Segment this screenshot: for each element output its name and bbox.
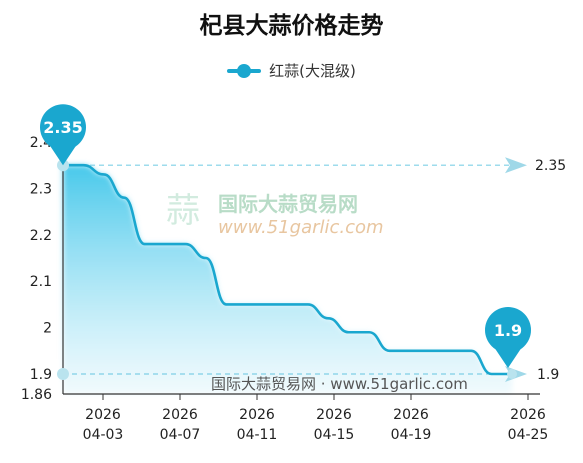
x-tick-year: 2026	[239, 407, 275, 423]
area-fill	[63, 165, 512, 394]
svg-text:蒜: 蒜	[166, 191, 200, 231]
max-value-pin[interactable]: 2.35	[40, 104, 86, 166]
pin-label: 2.35	[43, 118, 82, 137]
max-arrow-icon	[505, 157, 527, 174]
x-tick-date: 04-07	[160, 427, 201, 443]
legend-label: 红蒜(大混级)	[269, 62, 356, 80]
chart-title: 杞县大蒜价格走势	[199, 13, 384, 39]
pin-tail-icon	[494, 347, 522, 368]
x-tick-year: 2026	[510, 407, 546, 423]
x-tick-year: 2026	[393, 407, 429, 423]
x-tick-date: 04-19	[391, 427, 432, 443]
x-tick-year: 2026	[85, 407, 121, 423]
y-tick-label: 2.2	[30, 228, 52, 244]
y-tick-label: 2	[43, 321, 52, 337]
pin-label: 1.9	[494, 321, 522, 340]
x-tick-date: 04-15	[314, 427, 355, 443]
y-tick-label: 1.86	[21, 387, 52, 403]
pin-bubble-icon	[485, 307, 531, 353]
x-tick-year: 2026	[162, 407, 198, 423]
min-value-pin[interactable]: 1.9	[485, 307, 531, 368]
legend[interactable]: 红蒜(大混级)	[0, 60, 583, 81]
min-reference-label: 1.9	[537, 367, 559, 383]
x-tick-date: 04-11	[237, 427, 278, 443]
pin-tail-icon	[49, 144, 77, 166]
max-reference-label: 2.35	[535, 158, 566, 174]
series-line	[62, 163, 513, 376]
y-tick-label: 2.3	[30, 181, 52, 197]
watermark-footer: 国际大蒜贸易网 · www.51garlic.com	[211, 375, 468, 393]
x-tick-date: 04-03	[83, 427, 124, 443]
watermark-logo: 蒜	[166, 191, 200, 231]
x-tick-date: 04-25	[508, 427, 549, 443]
min-axis-point	[57, 368, 69, 380]
watermark-url: www.51garlic.com	[218, 217, 384, 238]
watermark-brand: 国际大蒜贸易网	[218, 192, 358, 216]
pin-bubble-icon	[40, 104, 86, 151]
y-tick-label: 2.1	[30, 274, 52, 290]
y-tick-label: 1.9	[30, 367, 52, 383]
x-tick-year: 2026	[316, 407, 352, 423]
min-point[interactable]	[507, 369, 517, 379]
legend-swatch-icon	[227, 63, 262, 78]
